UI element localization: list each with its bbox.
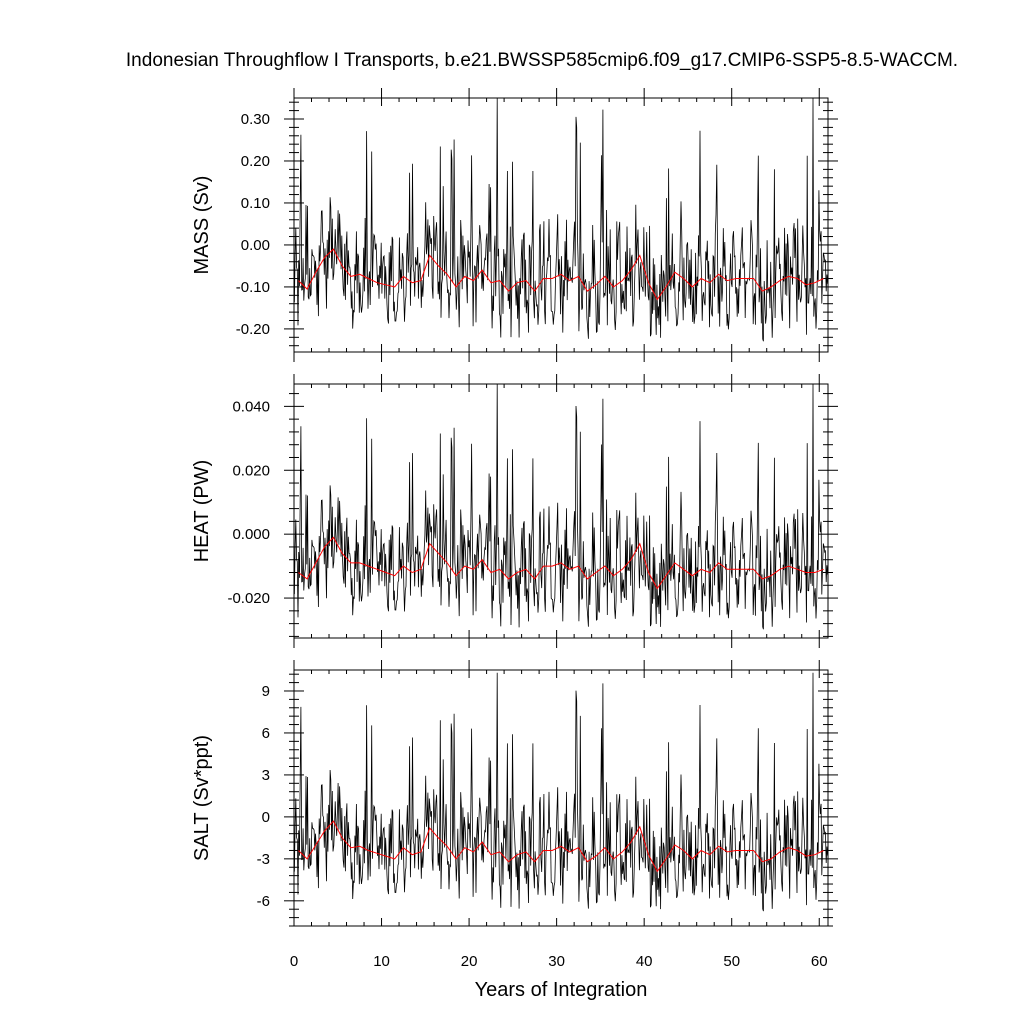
- figure-title: Indonesian Throughflow I Transports, b.e…: [126, 50, 958, 71]
- x-tick-label: 60: [811, 953, 828, 970]
- salt-y-tick-label: 9: [262, 683, 270, 700]
- salt-plot-frame: [293, 669, 829, 927]
- x-tick-label: 10: [373, 953, 390, 970]
- x-tick-label: 0: [290, 953, 298, 970]
- mass-plot-frame: [293, 97, 829, 353]
- heat-monthly-line: [294, 383, 828, 630]
- heat-plot-frame: [293, 383, 829, 639]
- mass-monthly-line: [294, 97, 828, 342]
- salt-y-tick-label: 0: [262, 809, 270, 826]
- mass-y-tick-label: 0.30: [241, 111, 270, 128]
- salt-y-tick-label: -6: [257, 893, 270, 910]
- mass-annual-line: [298, 248, 824, 301]
- x-tick-label: 30: [548, 953, 565, 970]
- mass-y-tick-label: 0.20: [241, 153, 270, 170]
- salt-y-tick-label: 3: [262, 767, 270, 784]
- heat-y-tick-label: 0.000: [232, 526, 270, 543]
- salt-y-tick-label: -3: [257, 851, 270, 868]
- heat-axes: 0.040 0.020 0.000 -0.020: [227, 374, 838, 648]
- panel-mass: 0.30 0.20 0.10 0.00 -0.10 -0.20 MASS (Sv): [191, 88, 838, 362]
- salt-y-axis-label: SALT (Sv*ppt): [191, 735, 213, 861]
- mass-y-tick-label: 0.00: [241, 237, 270, 254]
- x-tick-label: 50: [723, 953, 740, 970]
- salt-annual-line: [298, 820, 824, 873]
- mass-axes: 0.30 0.20 0.10 0.00 -0.10 -0.20: [236, 88, 838, 362]
- mass-y-tick-label: 0.10: [241, 195, 270, 212]
- mass-y-tick-label: -0.10: [236, 279, 270, 296]
- mass-y-tick-label: -0.20: [236, 321, 270, 338]
- heat-y-tick-label: 0.040: [232, 398, 270, 415]
- x-tick-label: 40: [636, 953, 653, 970]
- panel-heat: 0.040 0.020 0.000 -0.020 HEAT (PW): [191, 374, 838, 648]
- heat-annual-line: [298, 536, 824, 590]
- x-tick-label: 20: [461, 953, 478, 970]
- mass-y-axis-label: MASS (Sv): [191, 176, 213, 275]
- salt-monthly-line: [294, 672, 828, 912]
- heat-y-tick-label: -0.020: [227, 590, 270, 607]
- salt-y-tick-label: 6: [262, 725, 270, 742]
- heat-y-axis-label: HEAT (PW): [191, 460, 213, 563]
- x-axis-label: Years of Integration: [475, 979, 648, 1001]
- heat-y-tick-label: 0.020: [232, 462, 270, 479]
